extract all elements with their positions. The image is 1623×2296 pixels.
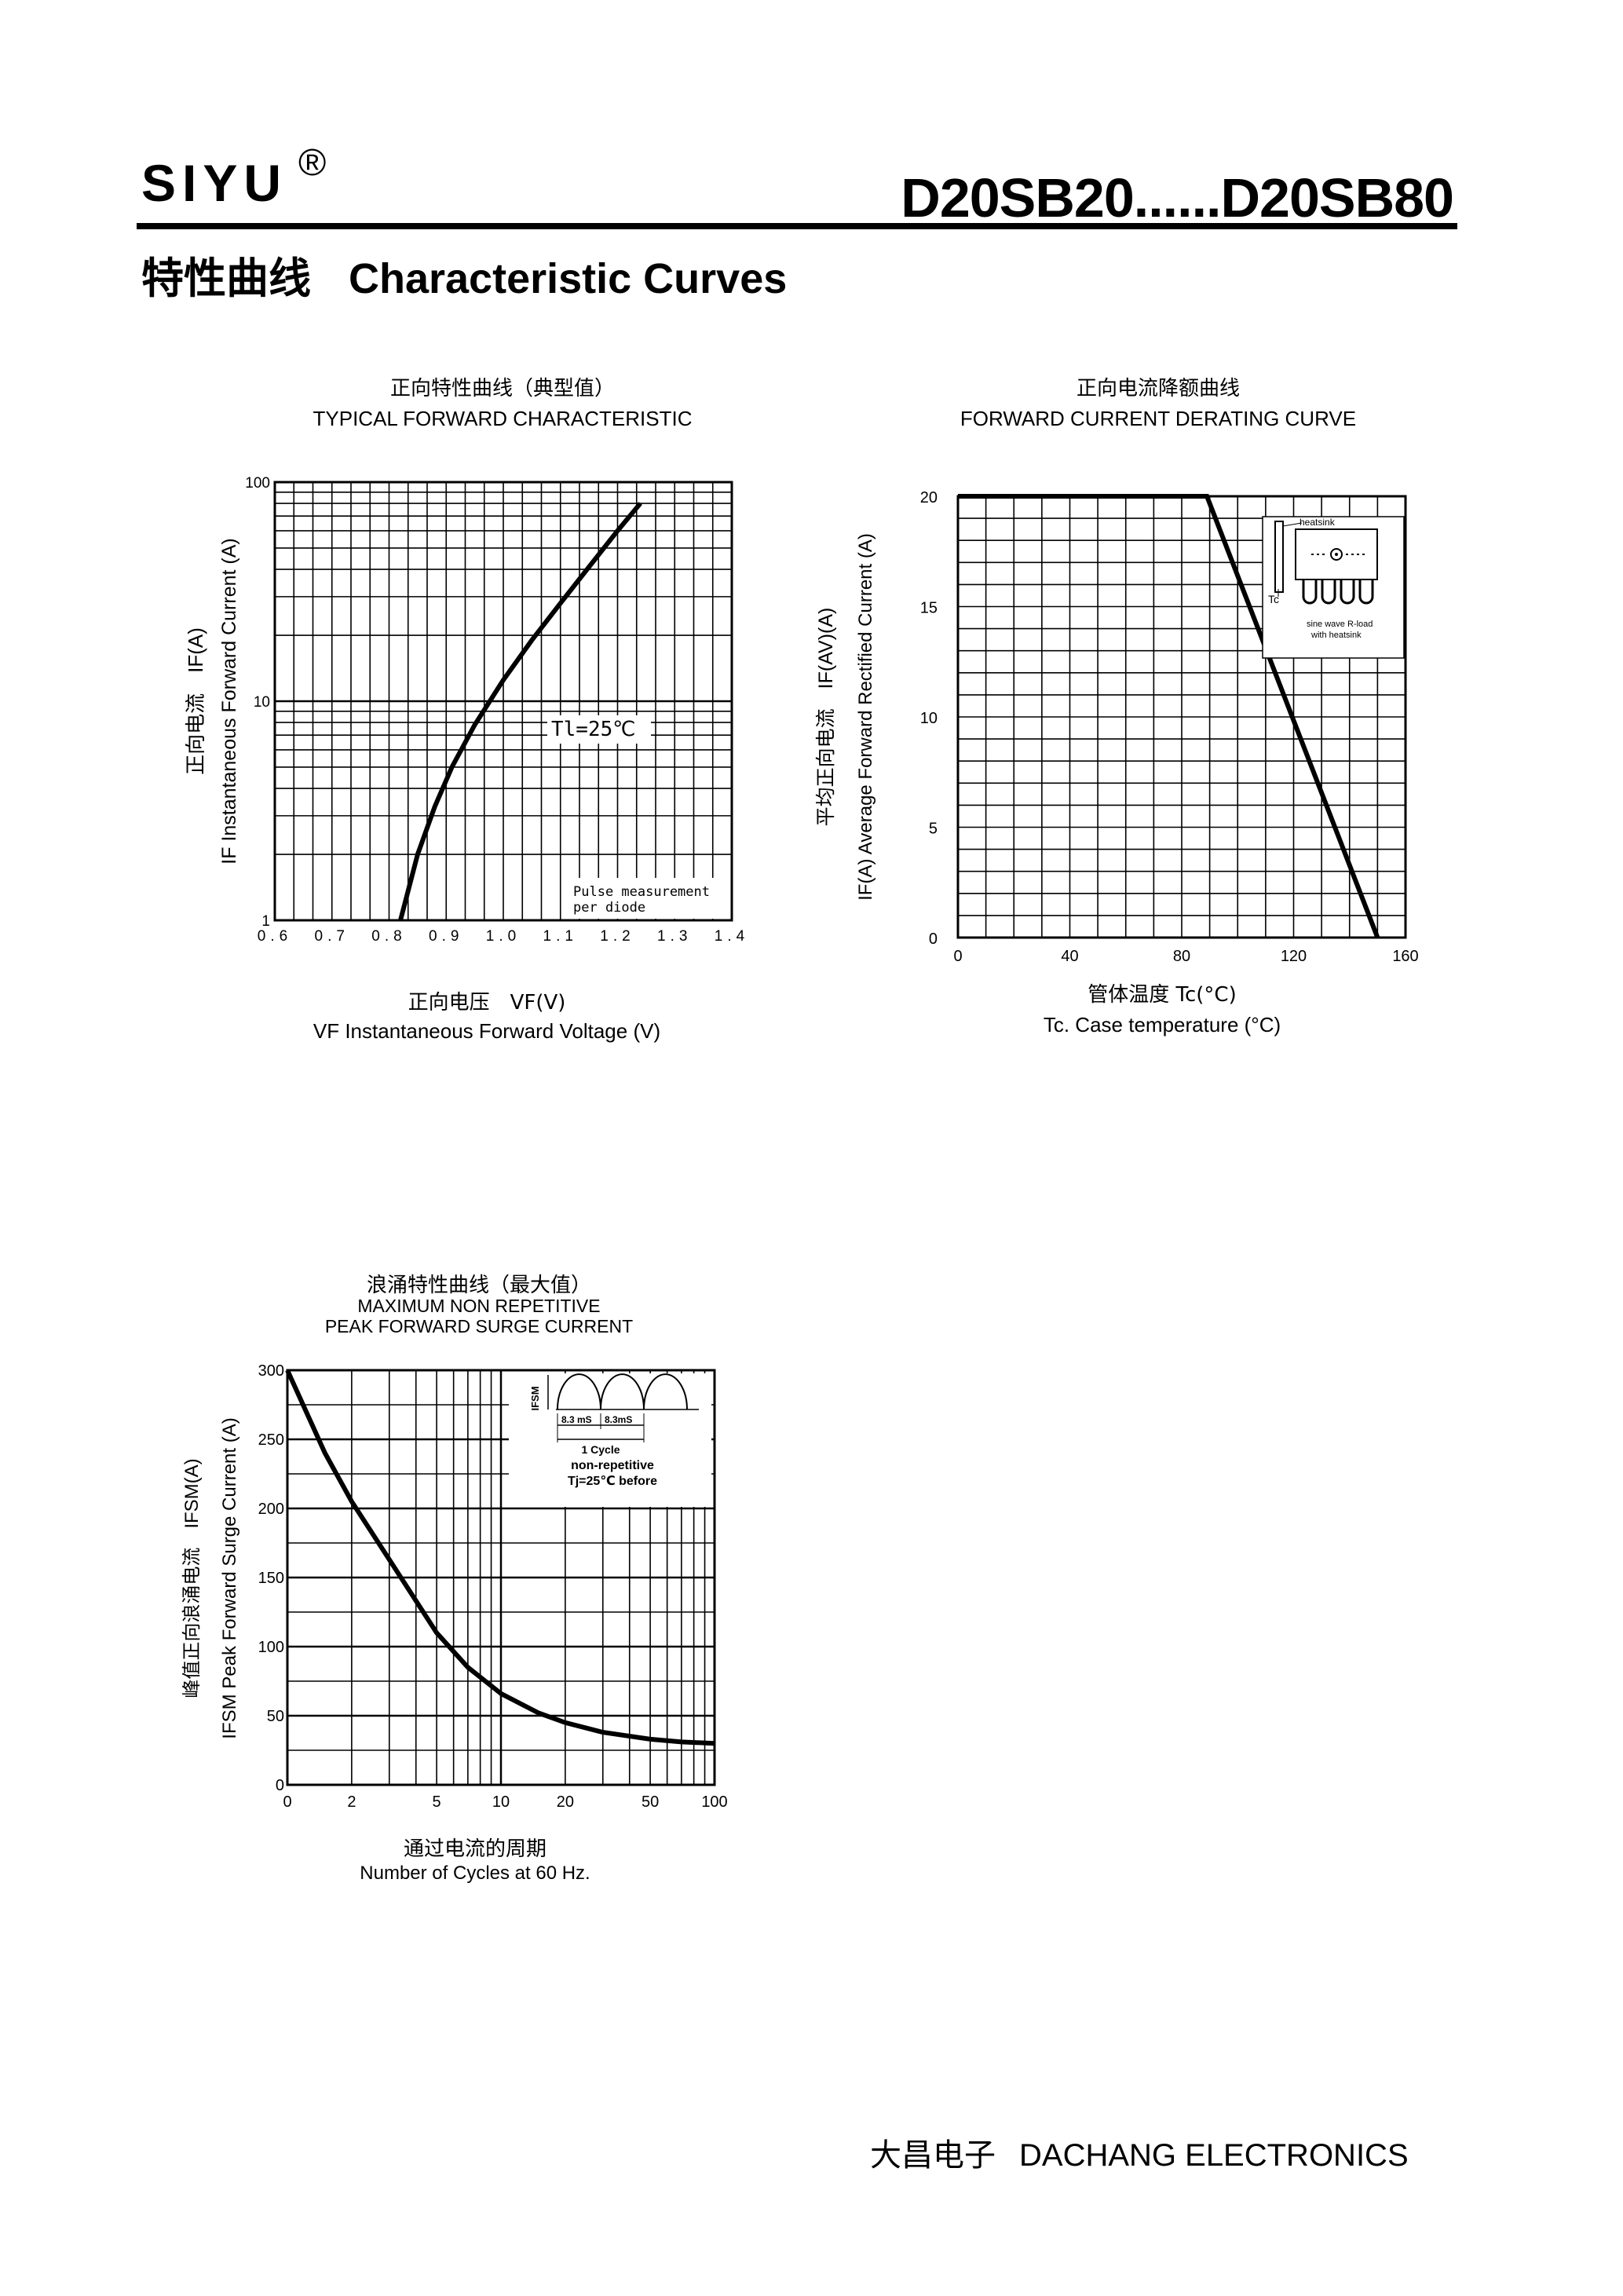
derating-x-tick-label: 80 (1173, 948, 1190, 965)
derating-y-tick-label: 5 (929, 821, 938, 838)
forward-x-tick-label: 1.4 (715, 928, 749, 945)
surge-waveform-diagram (509, 1373, 711, 1507)
surge-x-tick-label: 5 (433, 1793, 441, 1811)
derating-x-tick-label: 120 (1281, 948, 1307, 965)
derating-x-tick-label: 40 (1061, 948, 1078, 965)
footer-company: 大昌电子 DACHANG ELECTRONICS (870, 2130, 1409, 2175)
surge-y-tick-label: 50 (267, 1708, 284, 1725)
surge-x-tick-label: 20 (557, 1793, 574, 1811)
surge-y-tick-label: 100 (258, 1639, 284, 1656)
surge-y-ticks: 0 50 100 150 200 250 300 (258, 1362, 284, 1794)
derating-ylabel-zh: 平均正向电流 IF(AV)(A) (815, 608, 837, 827)
derating-y-tick-label: 10 (920, 710, 938, 727)
derating-title-en: FORWARD CURRENT DERATING CURVE (960, 407, 1357, 430)
footer-company-zh: 大昌电子 (870, 2137, 996, 2174)
heatsink-diagram (1262, 516, 1405, 659)
inset-one-cycle: 1 Cycle (581, 1443, 620, 1456)
derating-ylabel-en: IF(A) Average Forward Rectified Current … (855, 533, 876, 901)
derating-y-tick-label: 15 (920, 600, 938, 617)
surge-x-tick-label: 10 (492, 1793, 510, 1811)
forward-title-zh: 正向特性曲线（典型值） (389, 376, 615, 400)
forward-x-tick-label: 1.1 (543, 928, 578, 945)
derating-curve (958, 494, 1380, 939)
derating-xlabel-en: Tc. Case temperature (°C) (1043, 1013, 1281, 1036)
derating-grid (958, 496, 1406, 938)
section-title-en: Characteristic Curves (349, 255, 788, 302)
surge-y-tick-label: 300 (258, 1362, 284, 1380)
forward-temp-label: Tl=25℃ (551, 718, 635, 741)
surge-chart: 0 2 5 10 20 50 100 0 50 100 150 200 250 300 IFSM 8.3… (181, 1362, 728, 1811)
model-range: D20SB20......D20SB80 (901, 167, 1454, 229)
forward-curve (398, 502, 642, 921)
surge-y-tick-label: 250 (258, 1431, 284, 1449)
inset-tj: Tj=25℃ before (568, 1475, 657, 1488)
forward-temp-box (547, 715, 651, 744)
inset-period-2: 8.3mS (605, 1414, 632, 1425)
surge-xlabel-en: Number of Cycles at 60 Hz. (360, 1863, 590, 1884)
tc-label: Tc (1268, 593, 1279, 605)
forward-note-2: per diode (573, 900, 645, 916)
forward-y-ticks: 1 10 100 (245, 475, 270, 930)
brand-logo: SIYU (141, 154, 288, 212)
derating-chart: 0 40 80 120 160 0 5 10 15 20 heatsink Tc sine wa… (815, 489, 1419, 965)
header-rule (137, 223, 1457, 229)
forward-ylabel-en: IF Instantaneous Forward Current (A) (218, 538, 240, 864)
forward-chart: 0.6 0.7 0.8 0.9 1.0 1.1 1.2 1.3 1.4 1 10 100 Tl=25… (184, 475, 749, 945)
forward-note-1: Pulse measurement (573, 884, 710, 900)
surge-y-tick-label: 150 (258, 1570, 284, 1587)
surge-x-ticks: 0 2 5 10 20 50 100 (283, 1793, 727, 1811)
forward-xlabel-en: VF Instantaneous Forward Voltage (V) (313, 1019, 661, 1043)
surge-x-tick-label: 100 (701, 1793, 727, 1811)
inset-non-repetitive: non-repetitive (571, 1459, 654, 1472)
forward-x-tick-label: 0.8 (371, 928, 406, 945)
surge-title-zh: 浪涌特性曲线（最大值） (366, 1273, 591, 1296)
surge-title-en-1: MAXIMUM NON REPETITIVE (357, 1296, 601, 1316)
section-title: 特性曲线 Characteristic Curves (141, 243, 787, 305)
registered-mark: ® (298, 142, 327, 184)
footer-company-en: DACHANG ELECTRONICS (1019, 2138, 1409, 2173)
surge-ylabel-en: IFSM Peak Forward Surge Current (A) (219, 1417, 240, 1738)
forward-note-box (567, 878, 730, 919)
forward-x-tick-label: 0.7 (315, 928, 349, 945)
derating-x-ticks: 0 40 80 120 160 (953, 948, 1418, 965)
derating-y-tick-label: 0 (929, 930, 938, 948)
forward-x-tick-label: 0.6 (258, 928, 292, 945)
derating-note-2: with heatsink (1310, 631, 1362, 640)
surge-x-tick-label: 50 (642, 1793, 659, 1811)
derating-x-tick-label: 0 (953, 948, 962, 965)
derating-note-1: sine wave R-load (1307, 620, 1373, 629)
surge-ylabel-zh: 峰值正向浪涌电流 IFSM(A) (181, 1458, 203, 1698)
surge-xlabel-zh: 通过电流的周期 (403, 1837, 546, 1861)
derating-title-zh: 正向电流降额曲线 (1076, 376, 1240, 400)
forward-ylabel-zh: 正向电流 IF(A) (184, 627, 207, 775)
forward-xlabel-zh: 正向电压 VF(V) (408, 991, 566, 1015)
surge-x-tick-label: 2 (347, 1793, 356, 1811)
forward-y-tick-label: 1 (261, 913, 270, 930)
forward-x-tick-label: 1.2 (600, 928, 634, 945)
derating-xlabel-zh: 管体温度 Tc(°C) (1087, 983, 1237, 1007)
surge-y-tick-label: 0 (276, 1777, 284, 1794)
derating-y-ticks: 0 5 10 15 20 (920, 489, 938, 948)
surge-y-tick-label: 200 (258, 1501, 284, 1518)
ifsm-inset-label: IFSM (529, 1386, 541, 1410)
forward-x-tick-label: 1.3 (657, 928, 692, 945)
forward-y-tick-label: 100 (245, 475, 270, 492)
heatsink-label: heatsink (1299, 517, 1336, 528)
derating-x-tick-label: 160 (1392, 948, 1418, 965)
forward-grid (275, 482, 732, 920)
forward-x-tick-label: 1.0 (486, 928, 521, 945)
surge-x-tick-label: 0 (283, 1793, 291, 1811)
forward-y-tick-label: 10 (254, 694, 270, 711)
surge-title-en-2: PEAK FORWARD SURGE CURRENT (324, 1316, 634, 1336)
forward-x-tick-label: 0.9 (429, 928, 463, 945)
forward-title-en: TYPICAL FORWARD CHARACTERISTIC (313, 407, 693, 430)
section-title-zh: 特性曲线 (141, 254, 311, 303)
surge-curve (285, 1369, 715, 1746)
forward-x-ticks: 0.6 0.7 0.8 0.9 1.0 1.1 1.2 1.3 1.4 (258, 928, 749, 945)
derating-y-tick-label: 20 (920, 489, 938, 506)
inset-period-1: 8.3 mS (561, 1414, 592, 1425)
